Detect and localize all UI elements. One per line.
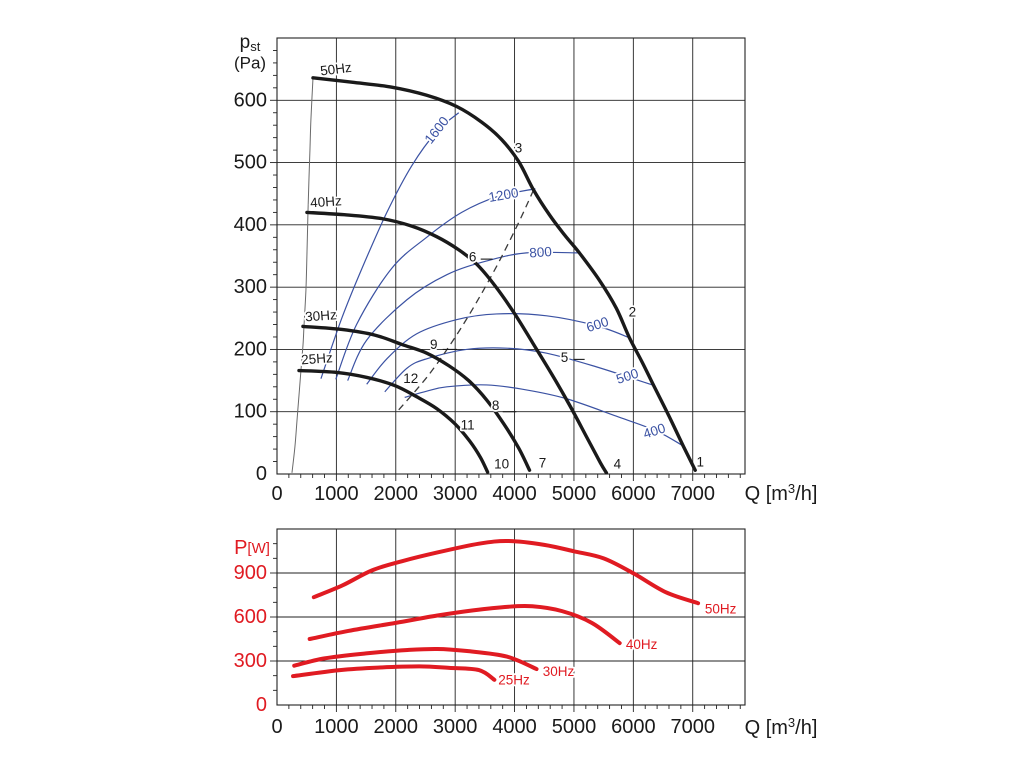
x-tick-label-7000: 7000 <box>670 483 715 505</box>
op-point-label-11: 11 <box>461 417 475 432</box>
x-tick-label-3000: 3000 <box>433 716 478 738</box>
x-axis-title: Q [m3/h] <box>745 715 818 740</box>
x-tick-label-0: 0 <box>271 483 282 505</box>
speed-line-500 <box>384 347 655 393</box>
op-point-label-7: 7 <box>539 455 547 470</box>
speed-line-600 <box>366 313 630 385</box>
speed-line-1600 <box>320 112 460 379</box>
y-tick-label-900: 900 <box>234 562 267 584</box>
op-point-label-5: 5 <box>561 350 569 365</box>
curve-pressure-flow-chart-40Hz <box>305 210 609 475</box>
op-point-label-9: 9 <box>430 337 438 352</box>
op-point-label-3: 3 <box>515 141 523 156</box>
curve-power-flow-chart-30Hz <box>292 646 539 672</box>
speed-line-label-400: 400 <box>641 420 667 441</box>
x-tick-label-5000: 5000 <box>552 483 597 505</box>
y-axis-title: P[W] <box>234 537 270 559</box>
speed-line-label-800: 800 <box>529 244 553 261</box>
curve-label-power-flow-chart-25Hz: 25Hz <box>498 673 530 688</box>
speed-line-label-500: 500 <box>614 366 640 387</box>
curve-label-pressure-flow-chart-50Hz: 50Hz <box>319 60 352 79</box>
x-tick-label-7000: 7000 <box>670 716 715 738</box>
x-tick-label-2000: 2000 <box>374 483 419 505</box>
y-tick-label-0: 0 <box>256 694 267 716</box>
y-tick-label-600: 600 <box>234 606 267 628</box>
speed-line-label-600: 600 <box>584 314 610 335</box>
plot-border <box>276 37 746 475</box>
stall-limit-line <box>291 79 314 473</box>
speed-line-label-1600: 1600 <box>422 114 452 147</box>
x-tick-label-0: 0 <box>271 716 282 738</box>
curve-pressure-flow-chart-25Hz <box>297 368 490 474</box>
y-tick-label-400: 400 <box>234 214 267 236</box>
y-tick-label-600: 600 <box>234 89 267 111</box>
curve-power-flow-chart-25Hz <box>291 664 497 682</box>
speed-line-800 <box>347 251 580 381</box>
op-point-label-6: 6 <box>469 250 477 265</box>
op-point-label-2: 2 <box>629 305 637 320</box>
y-tick-label-500: 500 <box>234 152 267 174</box>
curve-label-power-flow-chart-50Hz: 50Hz <box>705 601 737 616</box>
op-point-label-1: 1 <box>696 455 704 470</box>
curve-pressure-flow-chart-50Hz <box>311 76 697 472</box>
y-tick-label-200: 200 <box>234 338 267 360</box>
y-axis-unit: (Pa) <box>234 54 266 73</box>
x-tick-label-2000: 2000 <box>374 716 419 738</box>
y-tick-label-100: 100 <box>234 401 267 423</box>
curve-label-pressure-flow-chart-30Hz: 30Hz <box>305 307 338 324</box>
op-point-label-10: 10 <box>494 457 509 472</box>
speed-line-label-1200: 1200 <box>487 185 519 205</box>
y-tick-label-300: 300 <box>234 276 267 298</box>
x-axis-title: Q [m3/h] <box>745 481 818 506</box>
speed-line-1200 <box>335 188 536 380</box>
op-point-label-8: 8 <box>492 398 500 413</box>
op-point-label-12: 12 <box>403 371 418 386</box>
speed-line-400 <box>404 384 684 447</box>
curve-pressure-flow-chart-30Hz <box>301 324 532 472</box>
curve-label-power-flow-chart-40Hz: 40Hz <box>626 637 658 652</box>
x-tick-label-6000: 6000 <box>611 716 656 738</box>
y-tick-label-300: 300 <box>234 650 267 672</box>
x-tick-label-5000: 5000 <box>552 716 597 738</box>
y-tick-label-0: 0 <box>256 463 267 485</box>
x-tick-label-4000: 4000 <box>492 716 537 738</box>
curve-power-flow-chart-50Hz <box>311 538 701 606</box>
x-tick-label-1000: 1000 <box>314 716 359 738</box>
curve-label-pressure-flow-chart-25Hz: 25Hz <box>301 350 334 367</box>
curve-label-power-flow-chart-30Hz: 30Hz <box>543 664 575 679</box>
y-axis-title: pst <box>240 32 261 54</box>
system-resistance-line <box>398 189 535 411</box>
x-tick-label-3000: 3000 <box>433 483 478 505</box>
x-tick-label-1000: 1000 <box>314 483 359 505</box>
pressure-flow-chart: 1600120080060050040012345678910111250Hz4… <box>234 32 818 506</box>
curve-power-flow-chart-40Hz <box>307 603 622 646</box>
curve-label-pressure-flow-chart-40Hz: 40Hz <box>310 193 343 210</box>
x-tick-label-4000: 4000 <box>492 483 537 505</box>
op-point-label-4: 4 <box>614 457 622 472</box>
x-tick-label-6000: 6000 <box>611 483 656 505</box>
